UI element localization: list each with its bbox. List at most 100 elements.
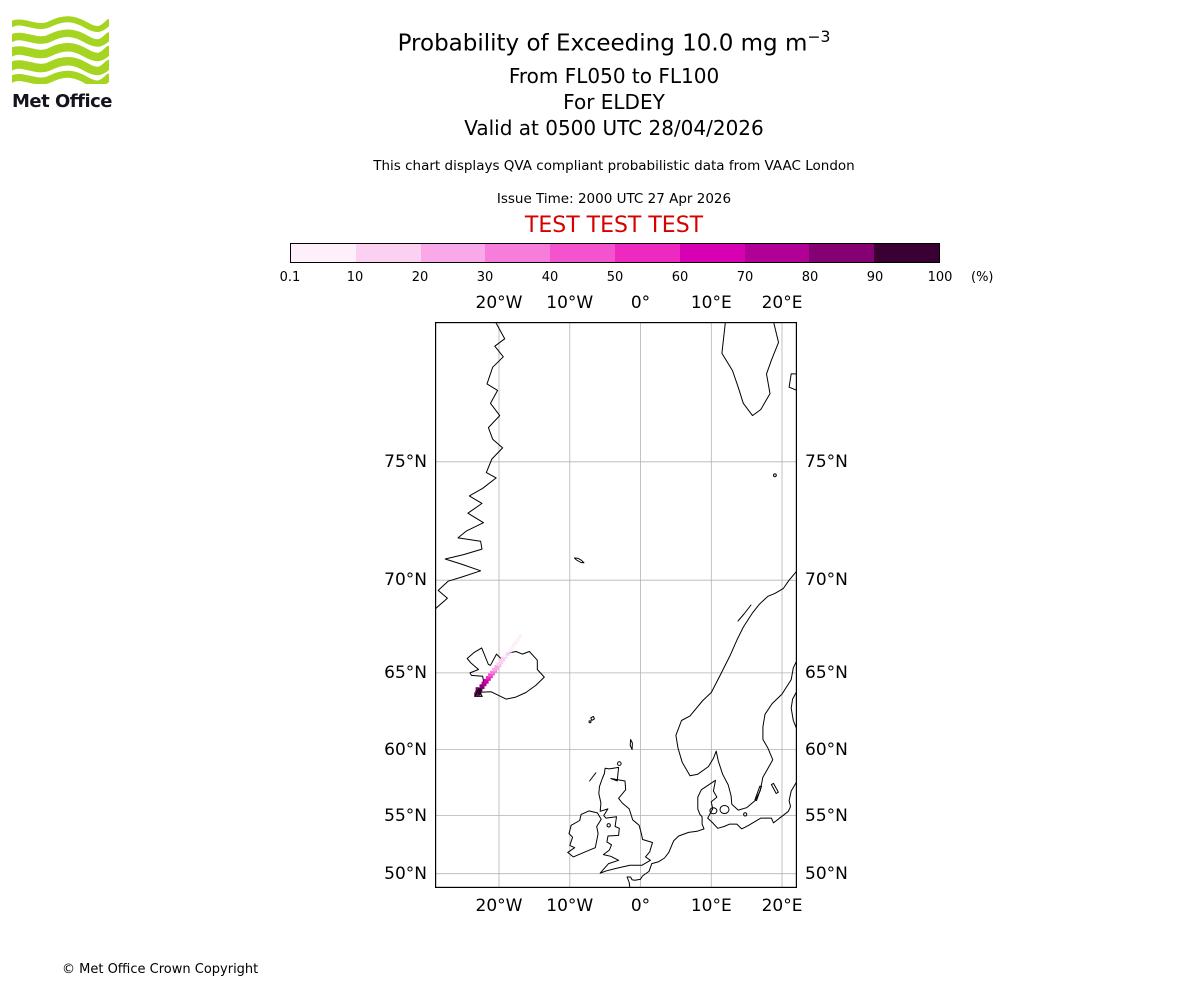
lat-label-right: 75°N — [805, 451, 848, 472]
colorbar-tick-label: 80 — [801, 270, 819, 285]
ash-probability-plume — [473, 634, 522, 697]
plume-cell — [479, 684, 484, 688]
plume-cell — [481, 681, 486, 686]
plume-cell — [500, 656, 505, 661]
volcano-name: For ELDEY — [563, 90, 665, 114]
coast-scandinavia — [675, 570, 797, 811]
coast-zealand — [719, 805, 730, 814]
colorbar-segment — [614, 244, 680, 262]
lon-label-bottom: 20°W — [475, 896, 523, 916]
lat-label-left: 50°N — [384, 863, 427, 884]
plume-cell — [518, 634, 522, 639]
met-office-logo-text: Met Office — [12, 91, 113, 112]
coastlines — [435, 322, 797, 888]
colorbar-tick-label: 70 — [736, 270, 754, 285]
lat-label-right: 60°N — [805, 739, 848, 760]
colorbar-segment — [355, 244, 421, 262]
colorbar-tick-label: 30 — [476, 270, 494, 285]
coast-oland — [754, 785, 762, 802]
colorbar-tick-label: 60 — [671, 270, 689, 285]
plume-cell — [514, 640, 518, 645]
plume-cell — [485, 676, 490, 680]
plume-cell — [510, 646, 514, 650]
map-svg — [435, 322, 797, 888]
coast-hebrides — [589, 772, 597, 782]
coast-greenland — [435, 322, 506, 610]
coast-ireland — [567, 810, 602, 858]
colorbar-segment — [744, 244, 810, 262]
coast-gotland — [770, 782, 779, 794]
coast-orkney — [617, 761, 622, 766]
plume-cell — [477, 691, 482, 695]
plume-cell — [490, 670, 494, 675]
chart-title-text: Probability of Exceeding 10.0 mg m — [397, 30, 808, 57]
met-office-logo-waves-icon — [5, 16, 114, 88]
lat-label-left: 65°N — [384, 662, 427, 683]
test-banner: TEST TEST TEST — [524, 213, 704, 238]
colorbar-tick-label: 10 — [346, 270, 364, 285]
lat-label-left: 60°N — [384, 739, 427, 760]
coast-baltic-continent — [626, 779, 797, 888]
coast-faroes-islet — [588, 720, 592, 724]
colorbar-ticks: 0.1 10 20 30 40 50 60 70 80 90 100 — [280, 270, 953, 288]
coast-great-britain — [598, 766, 653, 874]
met-office-logo: Met Office — [5, 16, 142, 112]
lat-label-right: 70°N — [805, 570, 848, 591]
plume-cell — [505, 652, 510, 656]
coast-finland — [790, 690, 797, 731]
colorbar-segment — [420, 244, 486, 262]
chart-title-exponent: −3 — [807, 27, 831, 46]
plume-cell — [502, 653, 507, 658]
colorbar-tick-label: 90 — [866, 270, 884, 285]
colorbar-segment — [874, 244, 939, 262]
lon-label-top: 10°W — [546, 293, 594, 313]
coast-lofoten — [737, 604, 752, 622]
plume-cell — [516, 637, 520, 641]
colorbar-segment — [291, 244, 356, 262]
lon-label-bottom: 0° — [630, 896, 651, 916]
map — [435, 322, 797, 888]
colorbar-tick-label: 0.1 — [279, 270, 301, 285]
lon-label-top: 10°E — [690, 293, 732, 313]
plume-cell — [478, 687, 483, 692]
coast-faroes — [590, 715, 595, 721]
issue-time: Issue Time: 2000 UTC 27 Apr 2026 — [496, 191, 732, 207]
coast-svalbard — [721, 322, 779, 417]
coast-shetland — [629, 739, 633, 750]
colorbar-tick-label: 20 — [411, 270, 429, 285]
flight-level-range: From FL050 to FL100 — [508, 64, 720, 88]
plume-cell — [492, 667, 496, 672]
lon-label-top: 0° — [630, 293, 651, 313]
coast-edgeoya — [788, 373, 797, 391]
coast-isle-of-man — [606, 823, 611, 828]
plume-cell — [483, 678, 488, 683]
lat-label-right: 50°N — [805, 863, 848, 884]
colorbar-segment — [550, 244, 615, 262]
colorbar-tick-label: 50 — [606, 270, 624, 285]
colorbar-segment — [809, 244, 875, 262]
chart-title: Probability of Exceeding 10.0 mg m−3 — [28, 27, 1200, 57]
volcano-source-marker-icon — [473, 688, 483, 697]
lon-label-top: 20°W — [475, 293, 523, 313]
colorbar-gradient — [290, 243, 940, 263]
plume-cell — [508, 649, 512, 653]
plume-cell — [498, 659, 503, 663]
plume-cell — [496, 662, 501, 666]
lat-label-left: 75°N — [384, 451, 427, 472]
coast-bornholm — [743, 812, 748, 817]
colorbar-segment — [679, 244, 745, 262]
coast-jan-mayen — [574, 557, 585, 564]
lon-label-bottom: 10°E — [690, 896, 732, 916]
colorbar-tick-label: 40 — [541, 270, 559, 285]
colorbar-segment — [485, 244, 551, 262]
coast-funen — [709, 807, 718, 815]
plume-cell — [475, 687, 480, 691]
plume-cell — [494, 665, 498, 669]
lon-label-top: 20°E — [761, 293, 803, 313]
colorbar-unit-label: (%) — [971, 270, 994, 285]
lon-label-bottom: 10°W — [546, 896, 594, 916]
coast-bear-island — [773, 473, 777, 478]
qva-compliance-note: This chart displays QVA compliant probab… — [373, 158, 855, 174]
grid-lines — [435, 322, 797, 888]
